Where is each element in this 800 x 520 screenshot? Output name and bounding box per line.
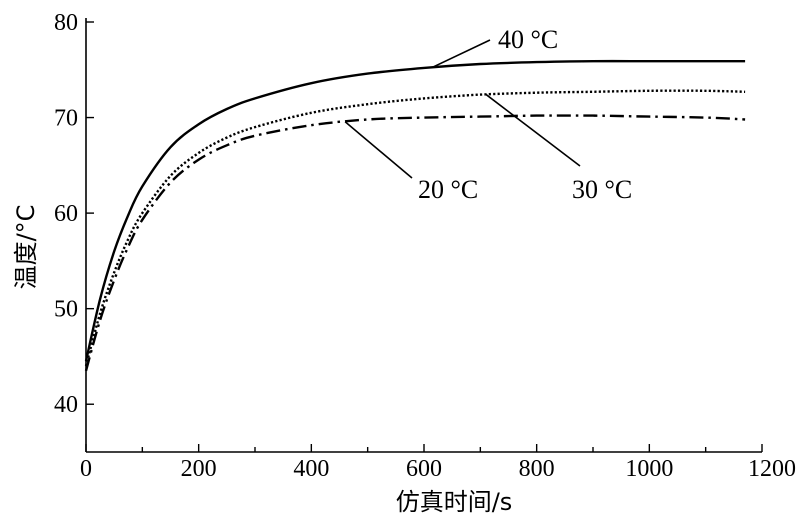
x-tick-label-0: 0 (80, 456, 92, 482)
annotation-leader-2 (344, 121, 413, 179)
y-tick-label-70: 70 (54, 106, 78, 132)
y-tick-label-50: 50 (54, 297, 78, 323)
tick-layer (85, 21, 763, 452)
annotation-label-0: 40 °C (498, 25, 558, 54)
annotation-leaders (344, 39, 581, 179)
x-tick-label-1000: 1000 (625, 456, 673, 482)
x-tick-label-1200: 1200 (748, 456, 796, 482)
y-axis-title: 温度/°C (12, 205, 40, 290)
annotation-label-1: 30 °C (572, 175, 632, 204)
annotation-leader-0 (432, 39, 491, 69)
x-tick-label-200: 200 (181, 456, 217, 482)
annotation-label-2: 20 °C (418, 175, 478, 204)
series-line-0 (84, 59, 746, 362)
x-tick-label-800: 800 (519, 456, 555, 482)
series-layer (84, 59, 746, 372)
axes (85, 18, 762, 453)
y-tick-label-60: 60 (54, 201, 78, 227)
y-tick-label-80: 80 (54, 10, 78, 36)
y-tick-label-40: 40 (54, 392, 78, 418)
x-axis-title: 仿真时间/s (396, 488, 513, 516)
x-tick-label-400: 400 (293, 456, 329, 482)
x-tick-label-600: 600 (406, 456, 442, 482)
series-line-2 (84, 114, 746, 372)
series-line-1 (84, 89, 746, 367)
annotation-leader-1 (485, 93, 581, 167)
